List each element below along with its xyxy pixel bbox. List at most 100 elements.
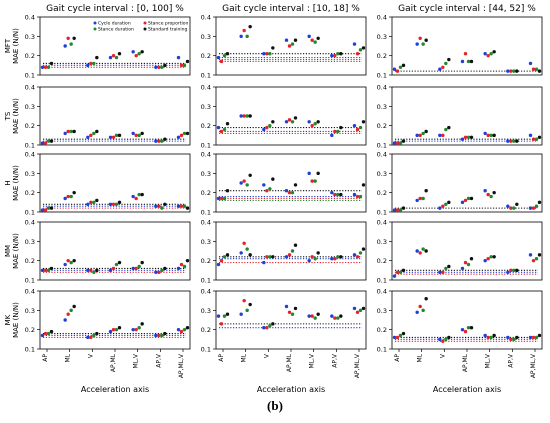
y-tick-label: 0.3	[25, 238, 35, 246]
data-point-standard-training	[163, 266, 167, 271]
data-point-stance-duration	[512, 69, 516, 73]
data-point-stance-proportion	[43, 268, 48, 273]
data-point-standard-training	[95, 198, 99, 203]
data-point-stance-duration	[245, 247, 249, 251]
data-point-standard-training	[401, 206, 406, 210]
data-point-stance-proportion	[531, 67, 536, 71]
data-point-stance-proportion	[310, 179, 314, 183]
data-point-standard-training	[163, 331, 167, 336]
data-point-standard-training	[49, 329, 54, 334]
data-point-cycle-duration	[284, 304, 289, 309]
data-point-stance-duration	[137, 133, 141, 138]
data-point-cycle-duration	[216, 262, 221, 267]
data-point-stance-proportion	[66, 129, 70, 134]
y-tick-label: 0.1	[377, 209, 387, 217]
data-point-standard-training	[293, 243, 298, 247]
panel-frame	[215, 86, 367, 146]
panel-frame	[215, 153, 367, 213]
data-point-standard-training	[140, 50, 144, 54]
data-point-stance-duration	[466, 326, 471, 330]
data-point-standard-training	[225, 253, 230, 257]
y-tick-label: 0.1	[377, 277, 387, 285]
y-tick-label: 0.3	[25, 103, 35, 111]
y-tick-label: 0.4	[377, 288, 387, 296]
data-point-standard-training	[339, 192, 343, 197]
data-point-stance-duration	[489, 52, 493, 56]
data-point-stance-proportion	[89, 268, 93, 273]
x-tick-label: AP	[42, 354, 49, 362]
data-point-stance-proportion	[242, 179, 246, 183]
data-point-standard-training	[424, 249, 428, 253]
data-point-stance-duration	[69, 42, 73, 46]
data-point-stance-duration	[313, 179, 317, 183]
legend-label: Cycle duration	[98, 21, 131, 27]
data-point-standard-training	[140, 322, 144, 326]
data-point-stance-proportion	[355, 310, 360, 314]
data-point-cycle-duration	[216, 55, 221, 60]
data-point-stance-duration	[444, 202, 448, 206]
data-point-stance-duration	[160, 268, 164, 273]
data-point-stance-duration	[46, 139, 51, 143]
data-point-standard-training	[293, 183, 298, 187]
data-point-stance-proportion	[310, 255, 314, 259]
y-tick-label: 0.2	[25, 52, 35, 60]
y-tick-label: 0.1	[25, 346, 35, 354]
data-point-stance-proportion	[265, 52, 269, 56]
data-point-stance-proportion	[463, 329, 468, 334]
data-point-stance-duration	[398, 65, 403, 69]
data-point-standard-training	[447, 57, 451, 62]
y-tick-label: 0.3	[25, 170, 35, 178]
data-point-standard-training	[271, 46, 275, 50]
data-point-cycle-duration	[528, 335, 533, 340]
data-point-cycle-duration	[108, 268, 113, 273]
data-point-cycle-duration	[483, 52, 487, 56]
x-tick-label: ML	[417, 353, 424, 362]
data-point-stance-duration	[534, 204, 539, 208]
data-point-cycle-duration	[392, 208, 397, 212]
data-point-stance-proportion	[441, 204, 445, 208]
data-point-standard-training	[469, 196, 474, 201]
data-point-cycle-duration	[216, 196, 221, 201]
y-axis-label: MAE (N/N)	[12, 233, 20, 269]
data-point-cycle-duration	[262, 52, 266, 56]
data-point-standard-training	[117, 326, 122, 330]
panel-frame	[39, 86, 191, 146]
data-point-standard-training	[401, 268, 406, 273]
x-tick-label: ML,V	[485, 353, 492, 368]
data-point-stance-proportion	[265, 255, 269, 259]
data-point-cycle-duration	[307, 171, 311, 176]
data-point-cycle-duration	[460, 200, 465, 205]
data-point-cycle-duration	[40, 268, 45, 273]
data-point-stance-duration	[512, 139, 516, 143]
data-point-stance-proportion	[89, 200, 93, 205]
x-axis-label: Acceleration axis	[257, 385, 325, 394]
data-point-stance-proportion	[531, 206, 536, 210]
data-point-standard-training	[492, 50, 496, 54]
data-point-stance-duration	[534, 67, 539, 71]
data-point-cycle-duration	[415, 198, 419, 203]
data-point-cycle-duration	[392, 335, 397, 340]
x-axis-label: Acceleration axis	[433, 385, 501, 394]
data-point-stance-duration	[268, 52, 272, 56]
data-point-stance-proportion	[157, 333, 161, 338]
data-point-cycle-duration	[176, 135, 181, 139]
data-point-stance-proportion	[441, 65, 445, 69]
data-point-standard-training	[339, 314, 343, 318]
data-point-stance-duration	[336, 192, 340, 197]
data-point-stance-duration	[160, 333, 164, 338]
x-tick-label: V	[439, 353, 446, 358]
data-point-standard-training	[185, 258, 190, 263]
data-point-cycle-duration	[438, 270, 442, 274]
data-point-cycle-duration	[154, 270, 158, 274]
legend-label: Standard training	[148, 27, 187, 33]
data-point-standard-training	[293, 116, 298, 120]
data-point-standard-training	[72, 190, 76, 195]
y-tick-label: 0.1	[201, 209, 211, 217]
data-point-stance-duration	[358, 251, 363, 255]
data-point-stance-proportion	[111, 266, 116, 271]
panel-frame	[39, 221, 191, 281]
y-tick-label: 0.4	[201, 14, 211, 22]
data-point-cycle-duration	[108, 329, 113, 334]
data-point-stance-proportion	[265, 189, 269, 193]
data-point-cycle-duration	[483, 131, 487, 136]
